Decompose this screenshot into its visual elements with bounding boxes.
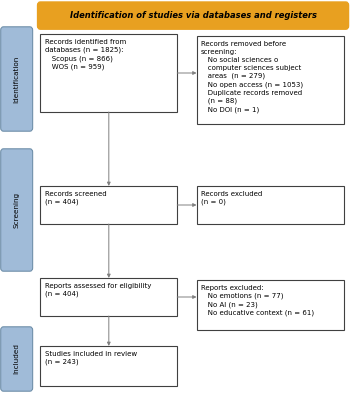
Text: Records excluded
(n = 0): Records excluded (n = 0) <box>201 191 262 205</box>
FancyBboxPatch shape <box>1 149 33 271</box>
FancyBboxPatch shape <box>197 36 344 124</box>
Text: Included: Included <box>14 344 20 374</box>
Text: Records removed before
screening:
   No social sciences o
   computer sciences s: Records removed before screening: No soc… <box>201 41 303 113</box>
Text: Records identified from
databases (n = 1825):
   Scopus (n = 866)
   WOS (n = 95: Records identified from databases (n = 1… <box>45 39 126 70</box>
FancyBboxPatch shape <box>1 327 33 391</box>
FancyBboxPatch shape <box>197 186 344 224</box>
Text: Studies included in review
(n = 243): Studies included in review (n = 243) <box>45 351 137 365</box>
Text: Identification: Identification <box>14 55 20 103</box>
Text: Identification of studies via databases and registers: Identification of studies via databases … <box>69 11 317 20</box>
FancyBboxPatch shape <box>40 346 177 386</box>
Text: Reports assessed for eligibility
(n = 404): Reports assessed for eligibility (n = 40… <box>45 283 151 297</box>
FancyBboxPatch shape <box>38 2 349 29</box>
Text: Records screened
(n = 404): Records screened (n = 404) <box>45 191 106 205</box>
FancyBboxPatch shape <box>40 34 177 112</box>
FancyBboxPatch shape <box>1 27 33 131</box>
FancyBboxPatch shape <box>40 278 177 316</box>
Text: Reports excluded:
   No emotions (n = 77)
   No AI (n = 23)
   No educative cont: Reports excluded: No emotions (n = 77) N… <box>201 285 314 316</box>
FancyBboxPatch shape <box>197 280 344 330</box>
FancyBboxPatch shape <box>40 186 177 224</box>
Text: Screening: Screening <box>14 192 20 228</box>
